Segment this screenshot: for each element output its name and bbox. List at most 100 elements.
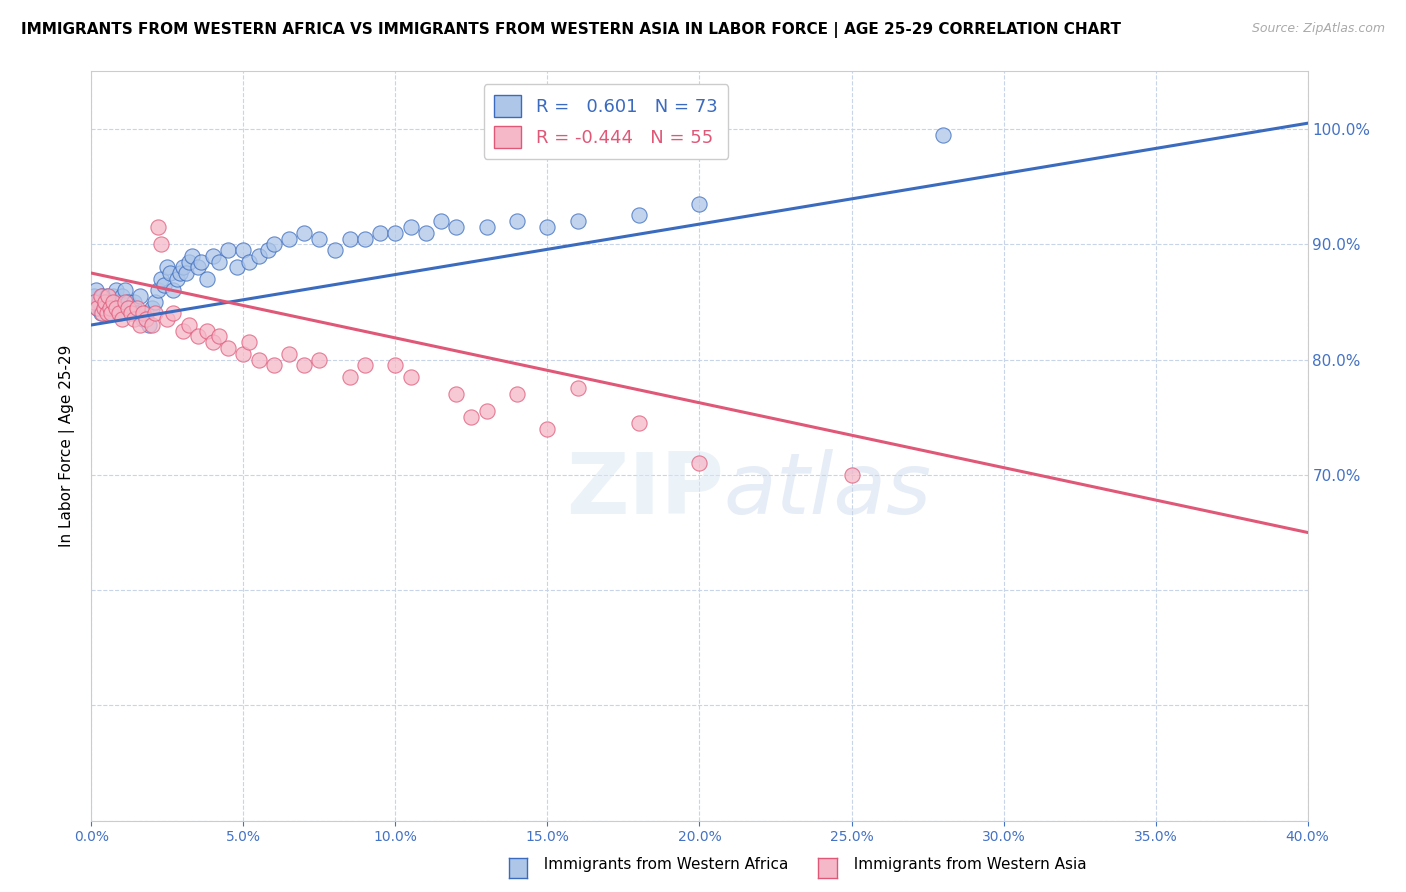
Point: [135, 306, 157, 320]
Point: [122, 294, 145, 309]
Point: [96, 289, 118, 303]
Point: [150, 272, 173, 286]
Point: [415, 226, 437, 240]
Point: [627, 209, 650, 223]
Point: [125, 306, 148, 320]
Point: [354, 359, 377, 373]
Text: Immigrants from Western Africa: Immigrants from Western Africa: [534, 857, 789, 872]
Point: [138, 318, 160, 332]
Point: [84, 284, 107, 298]
Point: [232, 347, 254, 361]
Point: [117, 301, 139, 315]
Point: [177, 318, 200, 332]
Point: [308, 352, 330, 367]
Y-axis label: In Labor Force | Age 25-29: In Labor Force | Age 25-29: [59, 345, 76, 547]
Point: [247, 249, 270, 263]
Point: [143, 306, 166, 320]
Point: [93, 301, 115, 315]
Point: [567, 381, 589, 395]
Point: [107, 306, 129, 320]
Point: [263, 359, 285, 373]
Point: [536, 219, 558, 234]
Point: [202, 335, 225, 350]
Point: [931, 128, 953, 142]
Point: [100, 306, 122, 320]
Point: [114, 294, 136, 309]
Point: [148, 284, 170, 298]
Point: [129, 318, 152, 332]
Point: [111, 312, 134, 326]
Point: [323, 243, 346, 257]
Point: [339, 369, 361, 384]
Point: [111, 289, 134, 303]
Point: [263, 237, 285, 252]
Point: [226, 260, 249, 275]
Point: [114, 284, 136, 298]
Point: [688, 197, 710, 211]
Point: [110, 306, 132, 320]
Point: [86, 301, 108, 315]
Point: [89, 306, 111, 320]
Point: [187, 260, 209, 275]
Point: [162, 306, 184, 320]
Point: [506, 387, 529, 401]
Point: [195, 272, 218, 286]
Point: [536, 422, 558, 436]
Point: [567, 214, 589, 228]
Point: [208, 329, 231, 343]
Point: [141, 318, 163, 332]
Point: [460, 410, 482, 425]
Point: [98, 294, 121, 309]
Point: [308, 231, 330, 245]
Point: [238, 335, 260, 350]
Point: [506, 214, 529, 228]
Point: [120, 306, 142, 320]
Point: [169, 266, 191, 280]
Point: [177, 254, 200, 268]
Point: [292, 226, 315, 240]
Text: Immigrants from Western Asia: Immigrants from Western Asia: [844, 857, 1087, 872]
Point: [166, 272, 188, 286]
Point: [187, 329, 209, 343]
Point: [156, 260, 179, 275]
Point: [153, 277, 176, 292]
Point: [98, 301, 121, 315]
Point: [256, 243, 278, 257]
Point: [475, 404, 498, 418]
Point: [96, 306, 118, 320]
Point: [159, 266, 181, 280]
Point: [202, 249, 225, 263]
Point: [120, 301, 142, 315]
Point: [444, 219, 467, 234]
Point: [399, 369, 422, 384]
Point: [430, 214, 453, 228]
Point: [150, 237, 173, 252]
Point: [384, 359, 406, 373]
Point: [132, 312, 155, 326]
Point: [292, 359, 315, 373]
Point: [97, 289, 120, 303]
Point: [101, 289, 124, 303]
Point: [105, 301, 128, 315]
Point: [217, 243, 239, 257]
Point: [94, 294, 117, 309]
Point: [174, 266, 197, 280]
Point: [94, 294, 117, 309]
Point: [83, 289, 105, 303]
Point: [339, 231, 361, 245]
Point: [278, 347, 301, 361]
Point: [89, 289, 111, 303]
Point: [444, 387, 467, 401]
Point: [125, 301, 148, 315]
Point: [172, 324, 194, 338]
Point: [101, 294, 124, 309]
Point: [129, 289, 152, 303]
Point: [354, 231, 377, 245]
Point: [841, 467, 863, 482]
Point: [97, 306, 120, 320]
Point: [91, 306, 114, 320]
Point: [103, 306, 125, 320]
Point: [117, 294, 139, 309]
Point: [148, 219, 170, 234]
Point: [132, 306, 155, 320]
